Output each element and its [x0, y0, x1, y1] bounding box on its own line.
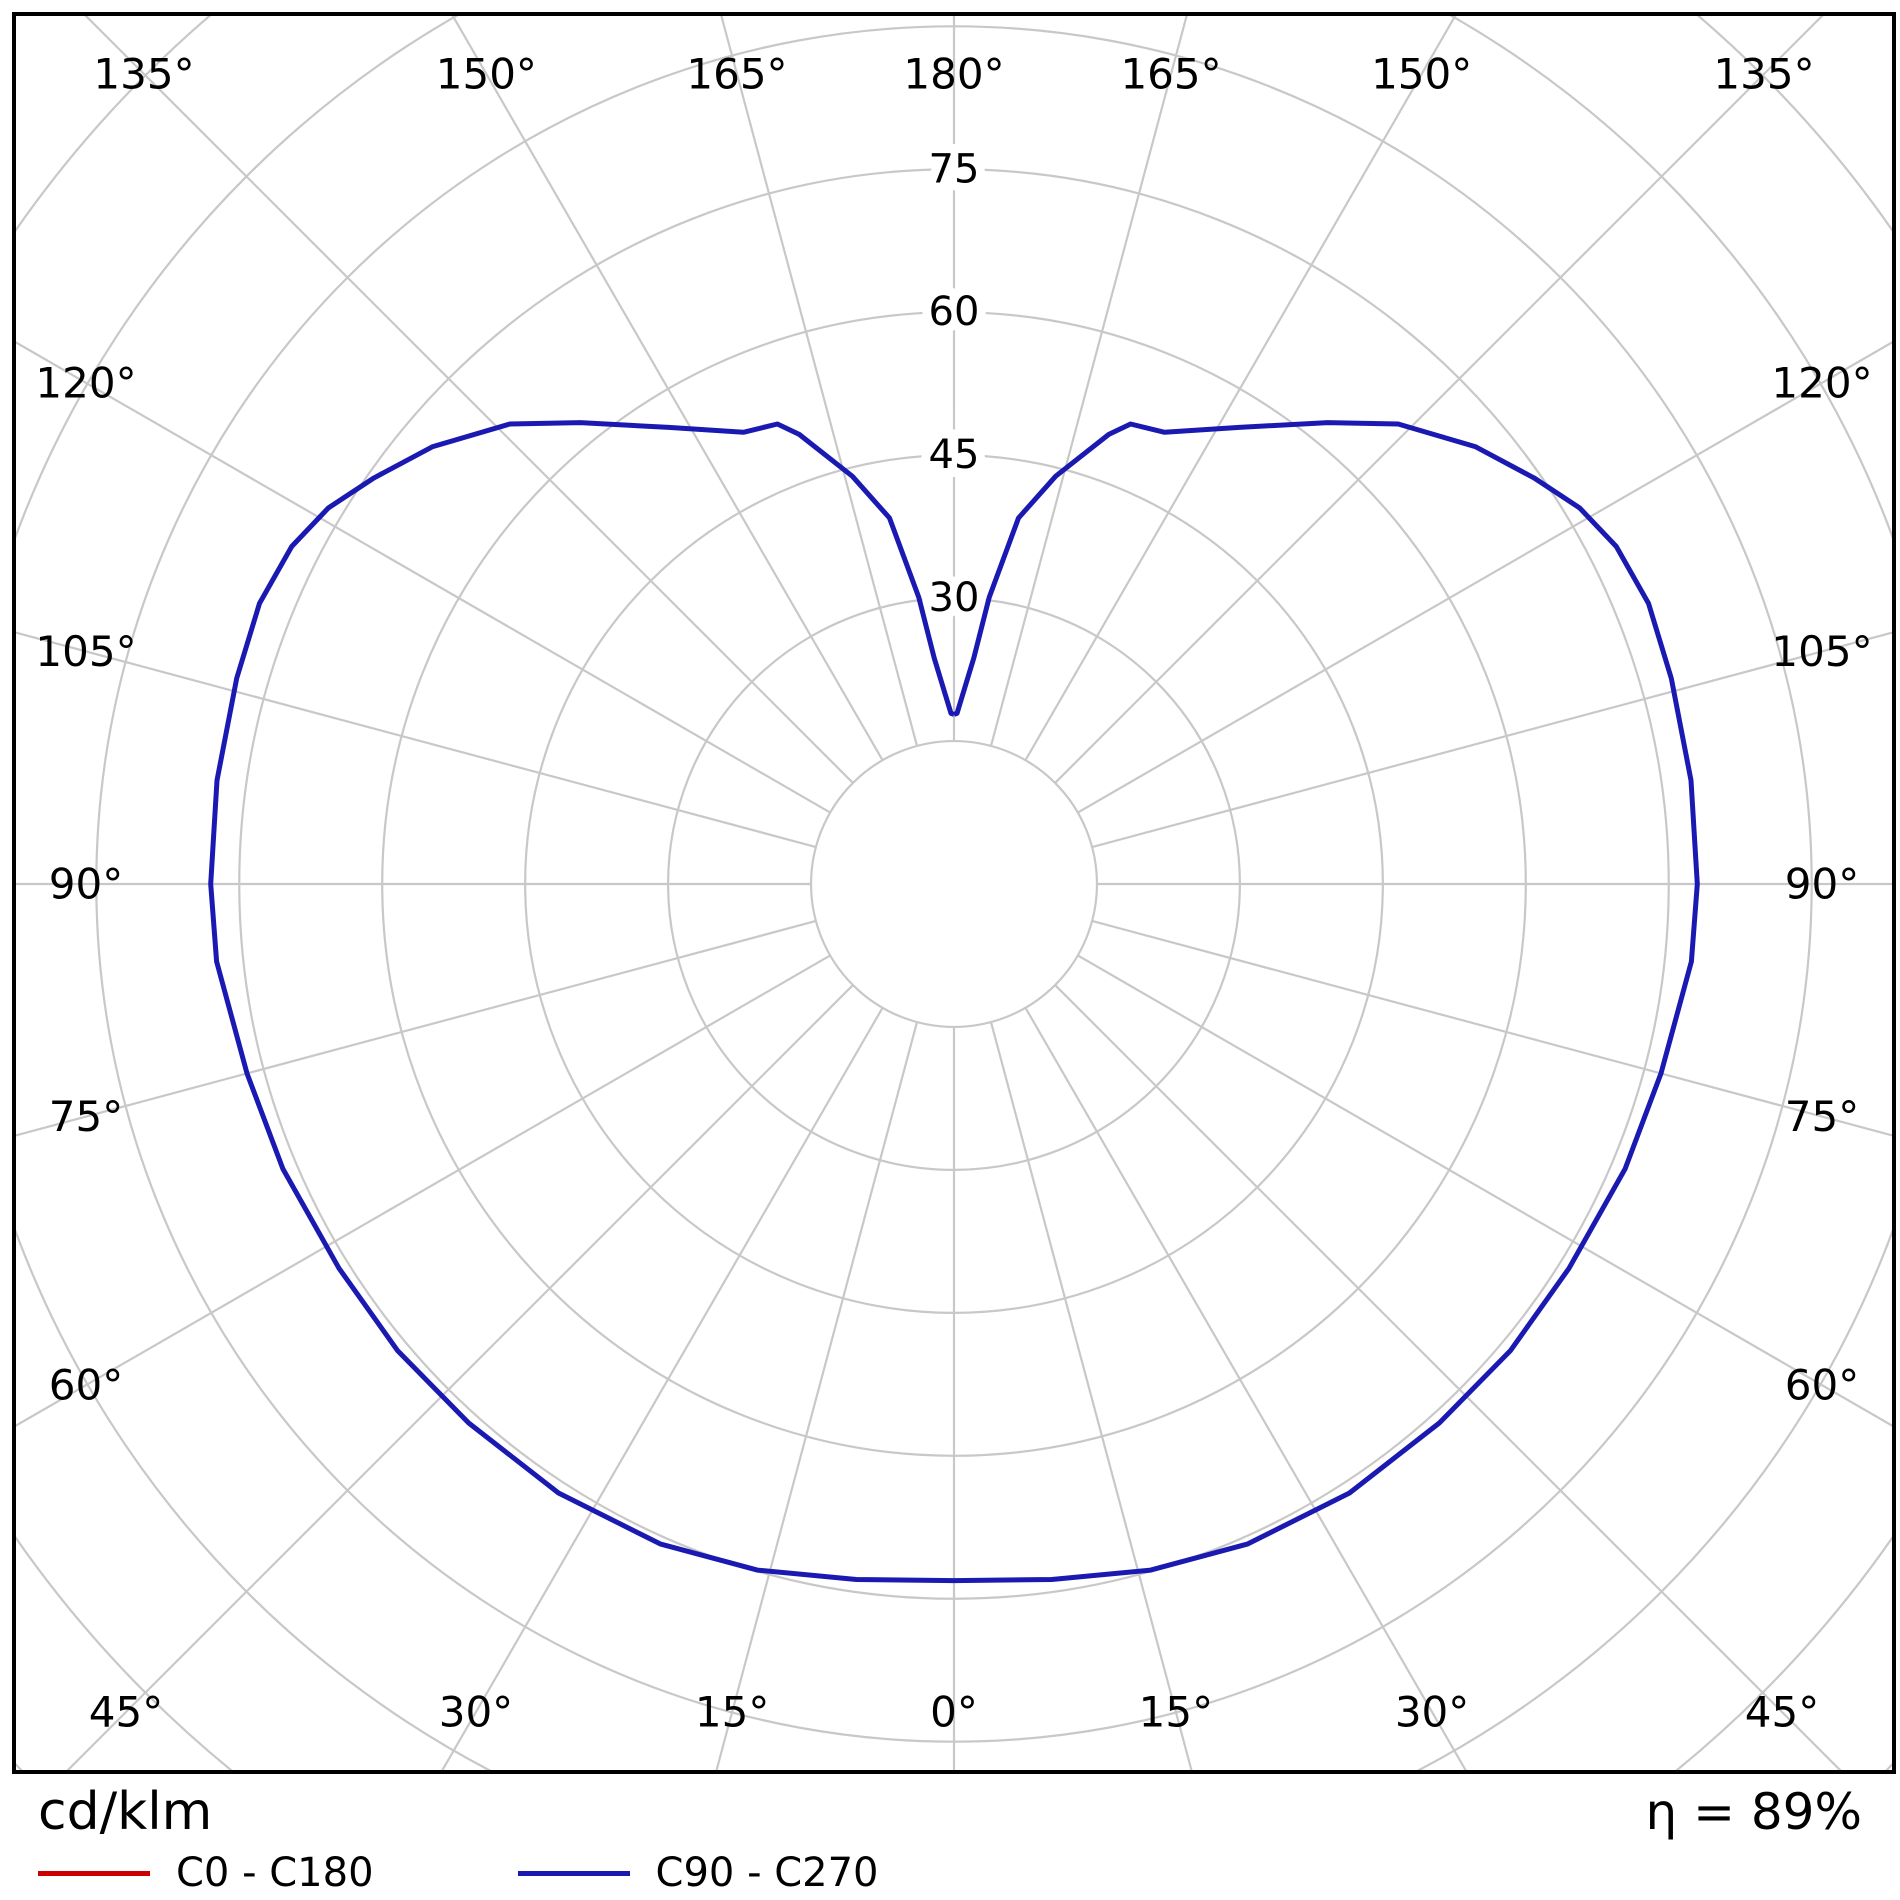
polar-grid-spoke [66, 984, 854, 1770]
polar-grid-spoke [1024, 1007, 1467, 1770]
angle-label: 60° [49, 1361, 123, 1410]
polar-grid-spoke [1024, 16, 1457, 761]
c90-c270-line-swatch [517, 1870, 630, 1876]
angle-label: 150° [1371, 50, 1472, 99]
legend-label-c90-c270: C90 - C270 [655, 1850, 879, 1896]
angle-label: 120° [35, 358, 136, 407]
c0-c180-line-swatch [38, 1870, 150, 1876]
polar-grid-spoke [1077, 341, 1892, 814]
polar-grid-spoke [1077, 954, 1892, 1427]
chart-meta-row: cd/klm η = 89% [38, 1782, 1862, 1842]
polar-grid-spoke [1091, 919, 1892, 1137]
polar-grid-spoke [451, 16, 884, 761]
angle-label: 180° [903, 50, 1004, 99]
legend-item-c90-c270: C90 - C270 [517, 1850, 879, 1896]
angle-label: 30° [1395, 1688, 1469, 1737]
angle-label: 0° [930, 1688, 978, 1737]
angle-label: 75° [1785, 1092, 1859, 1141]
polar-grid-spoke [720, 16, 919, 747]
polar-grid-spoke [16, 631, 817, 849]
radial-tick-label: 60 [929, 289, 980, 335]
efficiency-label: η = 89% [1645, 1783, 1862, 1841]
angle-label: 60° [1785, 1361, 1859, 1410]
angle-label: 75° [49, 1092, 123, 1141]
angle-label: 150° [436, 50, 537, 99]
polar-grid-spoke [441, 1007, 884, 1770]
polar-grid-spoke [1091, 631, 1892, 849]
angle-label: 105° [35, 627, 136, 676]
polar-grid-ring [809, 739, 1099, 1029]
chart-legend: C0 - C180 C90 - C270 [38, 1850, 989, 1896]
polar-chart-frame: 30 45 60 75 0° 15° 15° 30° 30° 45° 45° 60° 60° 75° 75°… [12, 12, 1896, 1774]
legend-label-c0-c180: C0 - C180 [176, 1850, 374, 1896]
polar-grid-spoke [1054, 16, 1824, 784]
angle-label: 90° [49, 860, 123, 909]
polar-grid-spoke [84, 16, 854, 784]
angle-label: 165° [1120, 50, 1221, 99]
c90-c270-curve [208, 420, 1700, 1584]
angle-label: 45° [1745, 1688, 1819, 1737]
angle-label: 105° [1771, 627, 1872, 676]
polar-grid-spoke [1054, 984, 1842, 1770]
angle-label: 135° [93, 50, 194, 99]
radial-tick-label: 75 [929, 146, 980, 192]
polar-grid-spoke [16, 954, 831, 1427]
angle-label: 165° [686, 50, 787, 99]
polar-chart: 30 45 60 75 0° 15° 15° 30° 30° 45° 45° 60° 60° 75° 75°… [16, 16, 1892, 1770]
polar-grid-spoke [989, 1021, 1193, 1770]
polar-grid-spoke [16, 341, 831, 814]
angle-label: 120° [1771, 358, 1872, 407]
legend-item-c0-c180: C0 - C180 [38, 1850, 374, 1896]
polar-grid-spoke [989, 16, 1188, 747]
units-label: cd/klm [38, 1782, 213, 1842]
angle-label: 30° [439, 1688, 513, 1737]
angle-label: 45° [89, 1688, 163, 1737]
polar-grid-spoke [16, 919, 817, 1137]
polar-grid-spoke [715, 1021, 919, 1770]
radial-tick-label: 45 [929, 432, 980, 478]
angle-label: 90° [1785, 860, 1859, 909]
radial-tick-label: 30 [929, 575, 980, 621]
angle-label: 15° [1139, 1688, 1213, 1737]
angle-label: 15° [695, 1688, 769, 1737]
angle-label: 135° [1713, 50, 1814, 99]
